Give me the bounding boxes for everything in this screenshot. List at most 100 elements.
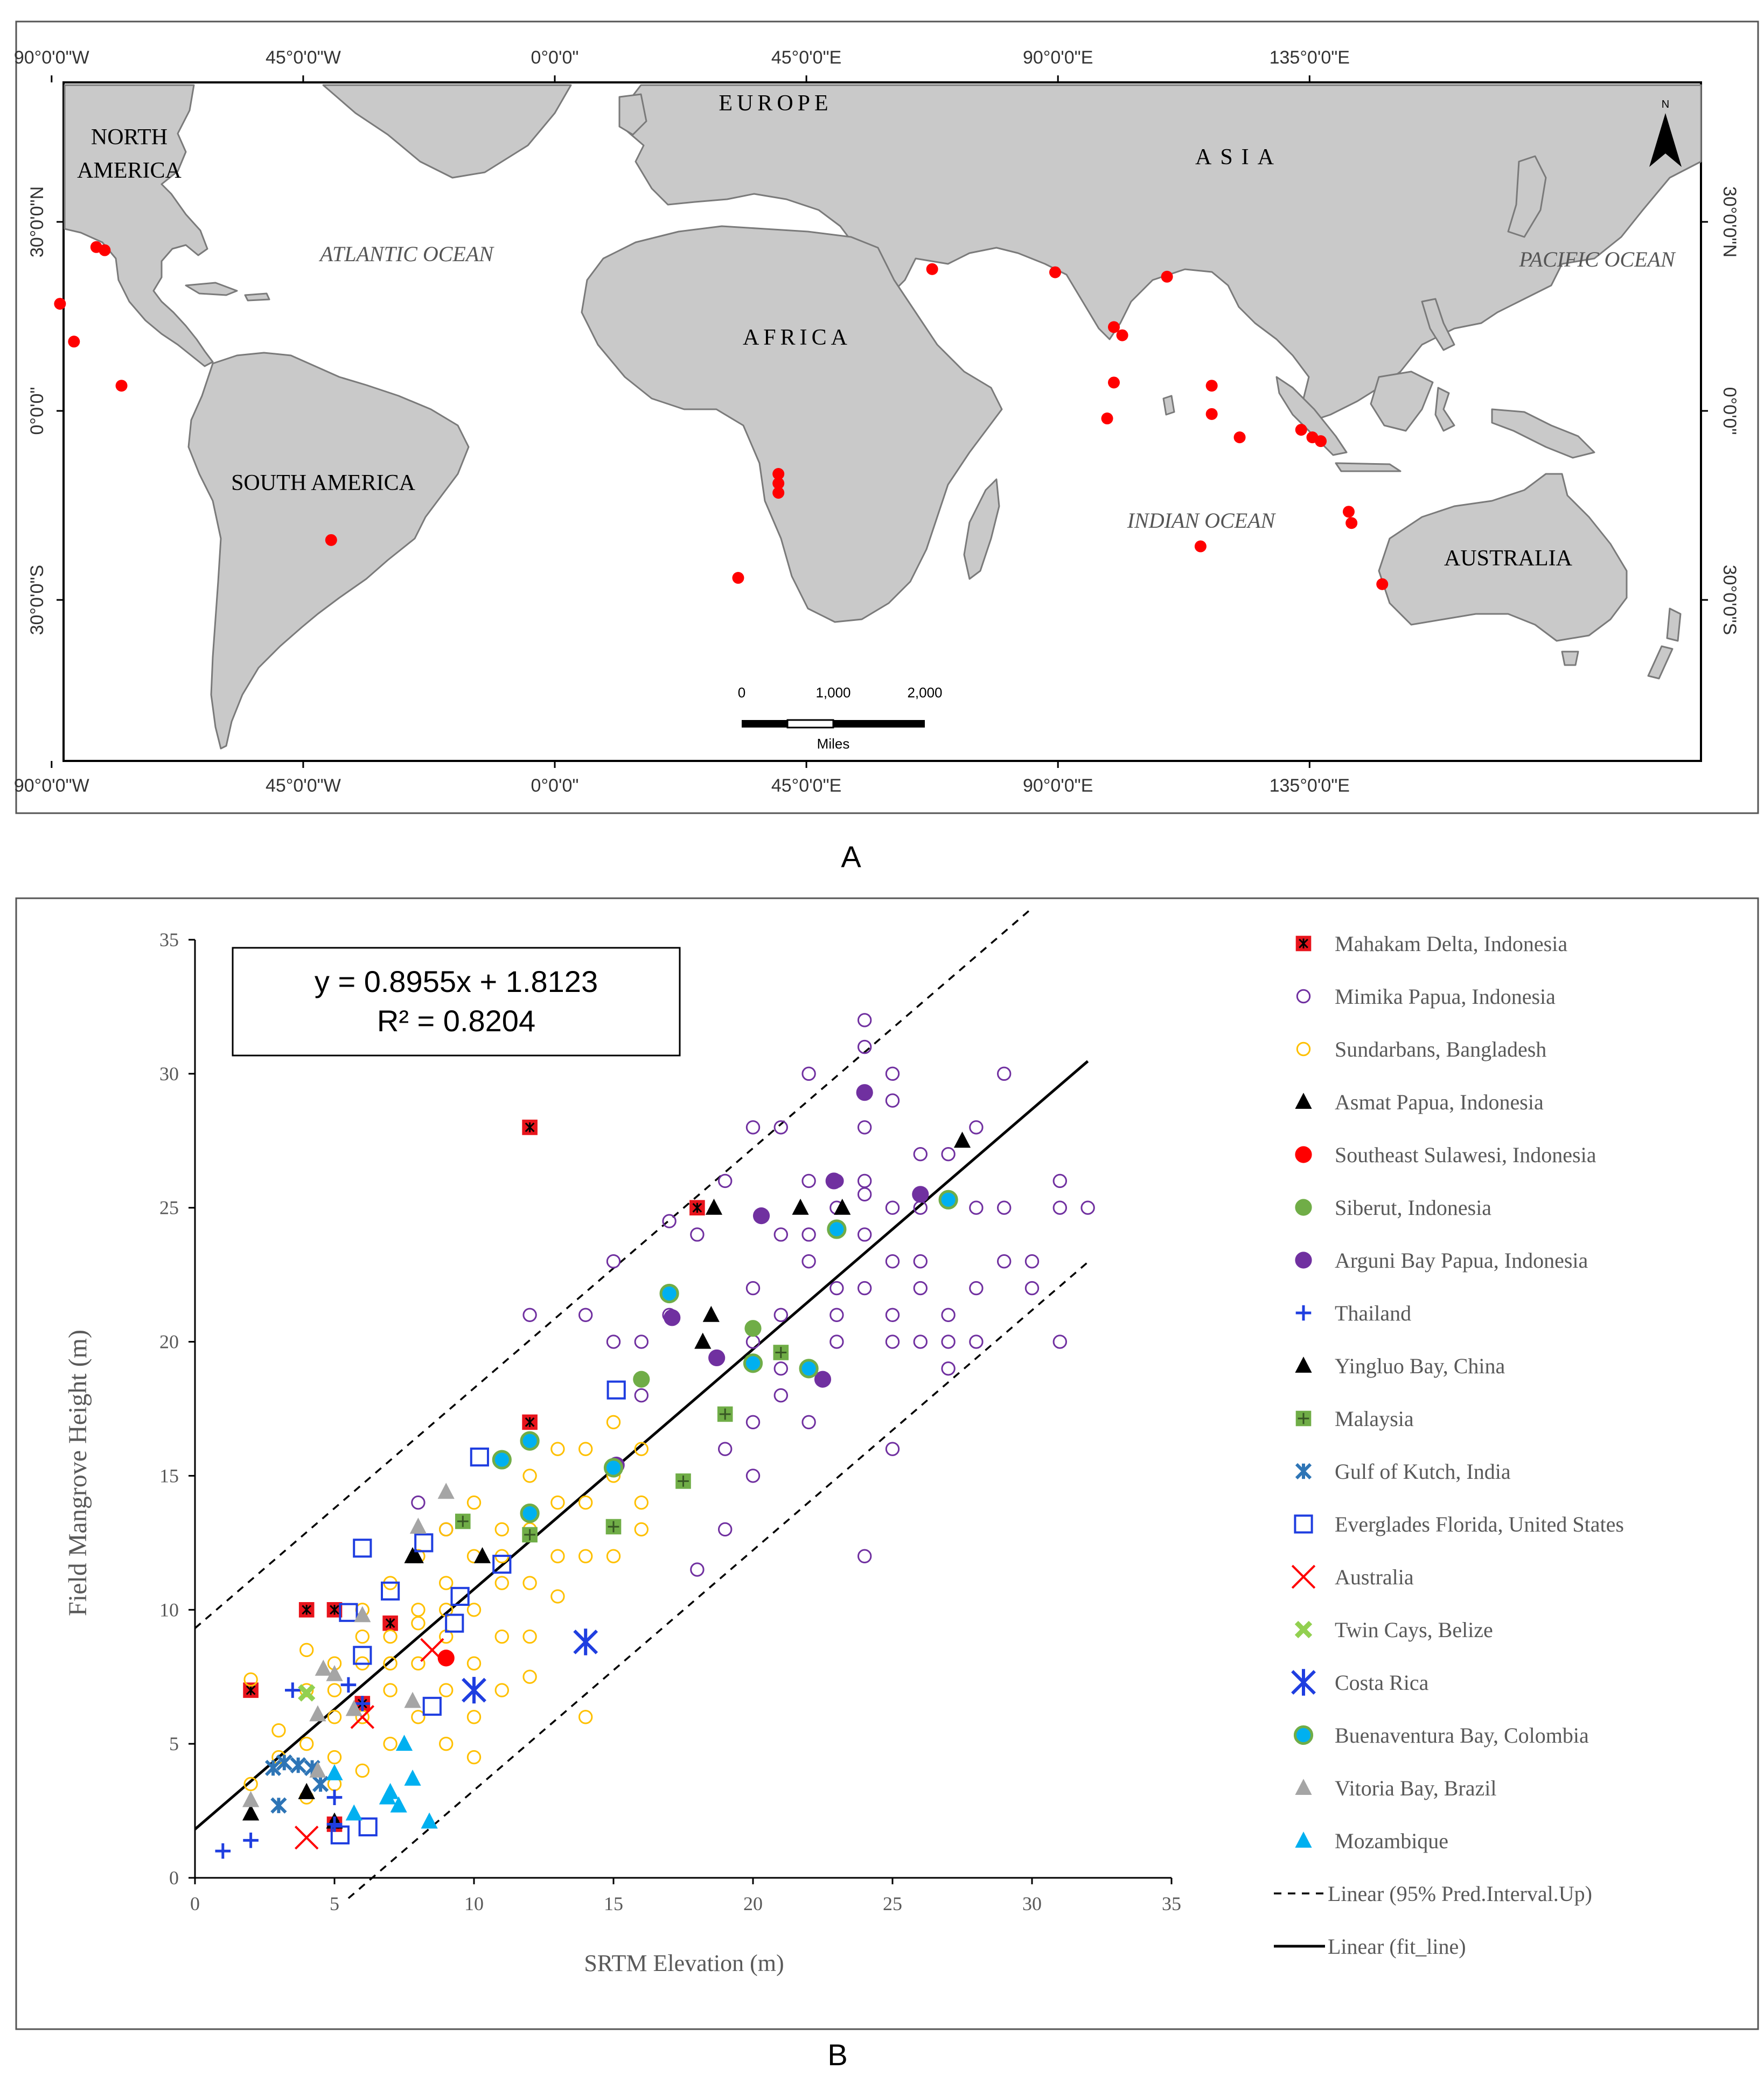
point-buenaventura-bay-colombia <box>938 1190 958 1210</box>
point-vitoria-bay-brazil <box>309 1705 326 1722</box>
mangrove-site-marker <box>1161 270 1173 283</box>
point-asmat-papua-indonesia <box>705 1198 723 1215</box>
point-everglades-florida-united-states <box>353 1646 372 1665</box>
point-gulf-of-kutch-india <box>290 1757 306 1774</box>
point-mimika-papua-indonesia <box>773 1120 789 1135</box>
lat-label-right: 0°0'0" <box>1719 387 1740 435</box>
mangrove-site-marker <box>1315 435 1327 448</box>
legend-marker <box>1295 1199 1312 1216</box>
mangrove-site-marker <box>54 298 66 310</box>
r-squared-text: R² = 0.8204 <box>377 1004 535 1038</box>
point-yingluo-bay-china <box>404 1547 421 1563</box>
point-sundarbans-bangladesh <box>522 1576 537 1590</box>
point-vitoria-bay-brazil <box>409 1518 427 1534</box>
lat-label-left: 30°0'0"N <box>27 186 47 257</box>
label-europe: EUROPE <box>719 91 832 116</box>
point-sundarbans-bangladesh <box>411 1656 426 1671</box>
x-tick-label: 5 <box>330 1893 339 1914</box>
legend-label: Arguni Bay Papua, Indonesia <box>1335 1248 1588 1273</box>
point-thailand <box>243 1833 259 1848</box>
y-tick-label: 0 <box>169 1867 179 1889</box>
lon-label-bottom: 45°0'0"E <box>771 775 841 796</box>
label-asia: ASIA <box>1195 145 1282 170</box>
north-arrow: N <box>1649 99 1682 167</box>
scale-tick-1000: 1,000 <box>815 684 850 701</box>
mangrove-site-marker <box>926 263 938 275</box>
legend-marker <box>1295 935 1312 952</box>
point-mimika-papua-indonesia <box>690 1562 705 1577</box>
point-mimika-papua-indonesia <box>718 1442 733 1456</box>
legend-marker <box>1295 1146 1312 1163</box>
lon-label-bottom: 0°0'0" <box>531 775 579 796</box>
legend-label: Asmat Papua, Indonesia <box>1335 1090 1544 1114</box>
point-mimika-papua-indonesia <box>634 1388 649 1403</box>
legend-marker <box>1296 989 1311 1004</box>
land-greenland <box>322 84 572 179</box>
point-vitoria-bay-brazil <box>345 1700 362 1716</box>
point-gulf-of-kutch-india <box>264 1759 282 1777</box>
point-sundarbans-bangladesh <box>634 1495 649 1510</box>
point-mimika-papua-indonesia <box>941 1308 956 1323</box>
lon-label-top: 0°0'0" <box>531 47 579 68</box>
point-costa-rica <box>462 1676 486 1704</box>
point-sundarbans-bangladesh <box>383 1736 398 1751</box>
point-mimika-papua-indonesia <box>773 1308 789 1323</box>
point-mimika-papua-indonesia <box>662 1214 677 1228</box>
point-vitoria-bay-brazil <box>404 1691 421 1708</box>
point-arguni-bay-papua-indonesia <box>752 1207 770 1225</box>
point-sundarbans-bangladesh <box>494 1629 509 1644</box>
point-thailand <box>215 1843 231 1859</box>
point-malaysia <box>717 1406 733 1422</box>
mangrove-site-marker <box>99 244 111 256</box>
point-mimika-papua-indonesia <box>1052 1173 1068 1189</box>
label-africa: AFRICA <box>743 325 852 350</box>
lat-label-right: 30°0'0"N <box>1719 186 1740 257</box>
label-south-america: SOUTH AMERICA <box>231 471 416 495</box>
legend-label: Gulf of Kutch, India <box>1335 1459 1511 1484</box>
point-sundarbans-bangladesh <box>550 1442 565 1456</box>
mangrove-site-marker <box>1049 266 1062 278</box>
point-mimika-papua-indonesia <box>913 1147 928 1162</box>
point-yingluo-bay-china <box>298 1783 315 1799</box>
land-eurasia <box>618 84 1702 421</box>
point-sundarbans-bangladesh <box>383 1656 398 1671</box>
point-mahakam-delta-indonesia <box>689 1200 705 1216</box>
y-tick-label: 30 <box>159 1063 179 1085</box>
point-mimika-papua-indonesia <box>745 1469 761 1483</box>
point-buenaventura-bay-colombia <box>827 1219 847 1239</box>
point-sundarbans-bangladesh <box>578 1710 593 1724</box>
point-mozambique <box>395 1735 413 1751</box>
point-sundarbans-bangladesh <box>271 1723 286 1738</box>
point-vitoria-bay-brazil <box>309 1762 326 1778</box>
land-tasmania <box>1561 651 1579 666</box>
lon-label-bottom: 45°0'0"W <box>266 775 341 796</box>
point-thailand <box>285 1682 301 1698</box>
point-thailand <box>326 1790 343 1805</box>
point-buenaventura-bay-colombia <box>520 1431 540 1451</box>
point-thailand <box>326 1816 343 1832</box>
legend-marker <box>1294 1620 1313 1639</box>
point-everglades-florida-united-states <box>414 1533 434 1553</box>
point-mimika-papua-indonesia <box>885 1254 900 1269</box>
point-sundarbans-bangladesh <box>327 1710 342 1724</box>
equation-box: y = 0.8955x + 1.8123 R² = 0.8204 <box>232 947 681 1057</box>
lon-label-bottom: 90°0'0"W <box>14 775 89 796</box>
point-mimika-papua-indonesia <box>801 1415 816 1430</box>
legend-label: Mahakam Delta, Indonesia <box>1335 932 1567 956</box>
point-sundarbans-bangladesh <box>466 1656 482 1671</box>
point-everglades-florida-united-states <box>445 1613 464 1633</box>
x-tick-label: 25 <box>883 1893 902 1914</box>
point-sundarbans-bangladesh <box>299 1642 314 1658</box>
land-new-guinea <box>1491 408 1595 459</box>
point-costa-rica <box>573 1628 598 1655</box>
point-mozambique <box>404 1769 421 1786</box>
land-sumatra <box>1275 376 1348 456</box>
point-mimika-papua-indonesia <box>857 1281 872 1296</box>
point-asmat-papua-indonesia <box>792 1198 809 1215</box>
scale-segment-1 <box>742 720 787 728</box>
legend-label: Everglades Florida, United States <box>1335 1512 1624 1536</box>
point-vitoria-bay-brazil <box>354 1606 371 1623</box>
point-sundarbans-bangladesh <box>522 1469 537 1483</box>
point-sundarbans-bangladesh <box>634 1442 649 1456</box>
point-sundarbans-bangladesh <box>466 1495 482 1510</box>
